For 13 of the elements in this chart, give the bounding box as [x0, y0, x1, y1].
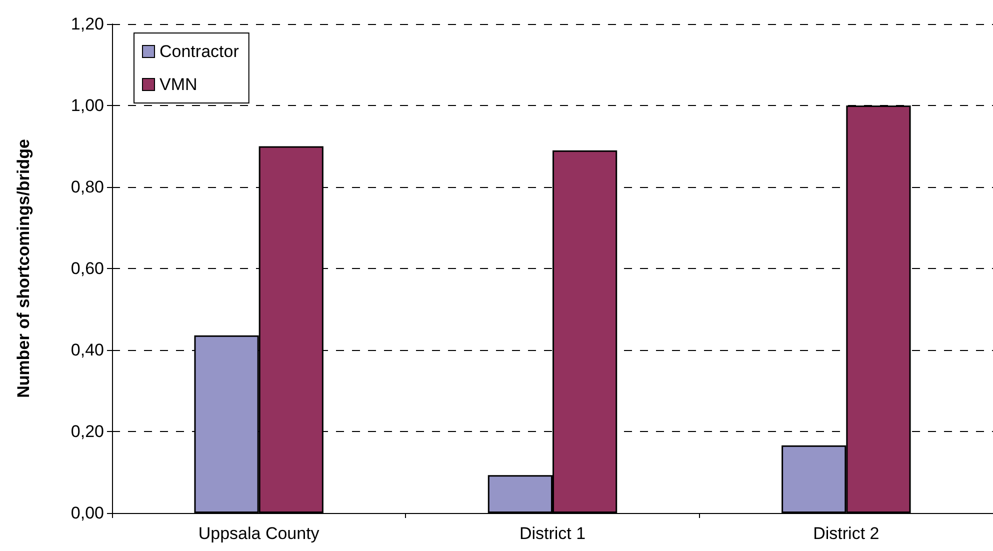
y-tick-label: 0,40	[70, 340, 104, 360]
y-tick-label: 0,00	[70, 504, 104, 522]
y-tick-label: 0,80	[70, 178, 104, 196]
y-axis-title: Number of shortcomings/bridge	[14, 139, 33, 398]
y-tick-label: 1,20	[70, 14, 104, 34]
legend-label: Contractor	[160, 42, 240, 61]
y-tick-label: 0,60	[70, 259, 104, 278]
x-tick-label: Uppsala County	[198, 524, 320, 543]
legend-label: VMN	[160, 75, 198, 94]
x-tick-label: District 2	[813, 524, 880, 543]
y-tick-label: 1,00	[70, 96, 104, 115]
x-tick-label: District 1	[519, 524, 586, 543]
y-tick-label: 0,20	[70, 422, 104, 441]
